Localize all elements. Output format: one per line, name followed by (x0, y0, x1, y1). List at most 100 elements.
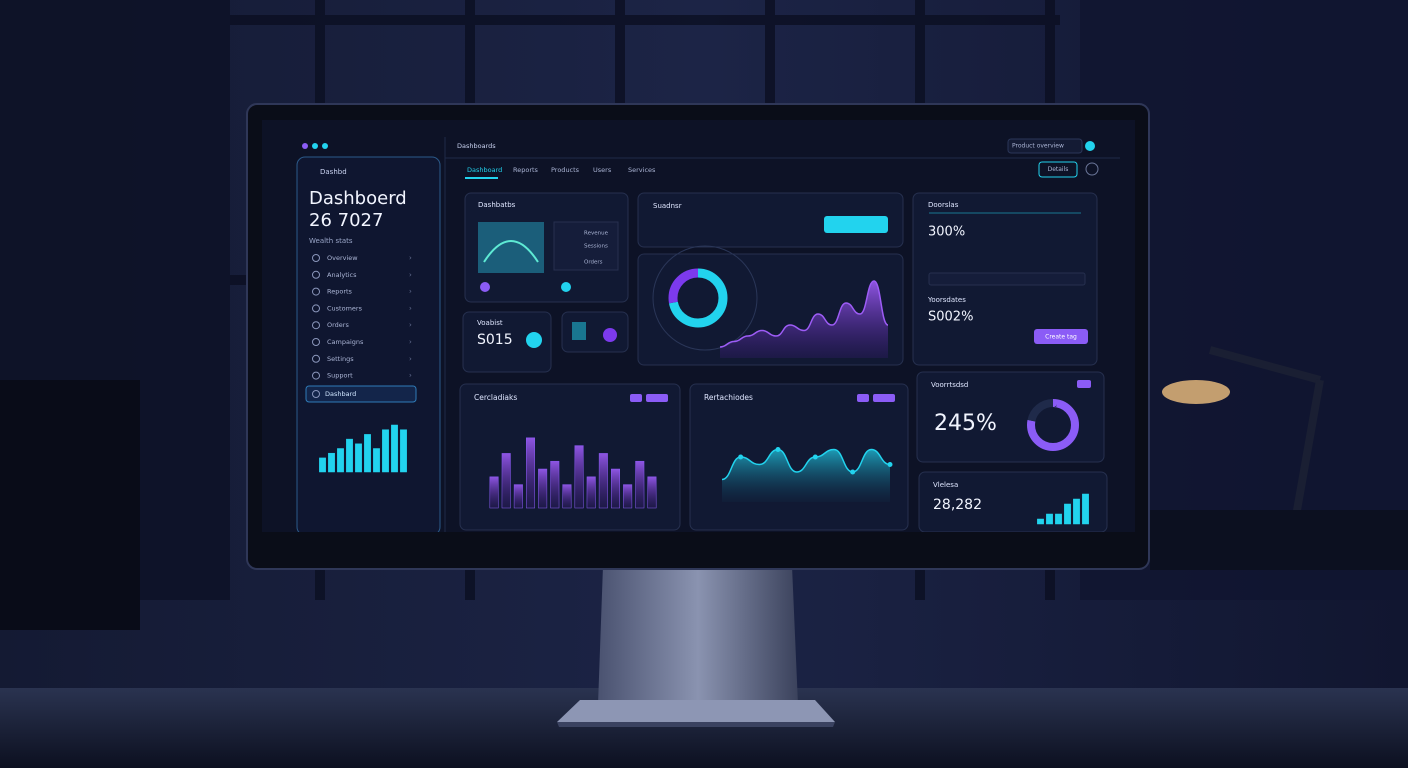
toggle[interactable] (630, 394, 642, 402)
menu-item[interactable]: Reports (327, 288, 353, 296)
donut-segment (1027, 399, 1079, 451)
bar (562, 484, 572, 509)
details-button[interactable] (1038, 161, 1078, 178)
menu-item[interactable]: Customers (327, 304, 363, 312)
bar (1082, 493, 1089, 525)
monitor-stand (598, 566, 798, 705)
kpi: 300% (928, 225, 965, 240)
bar (328, 452, 335, 473)
bar (623, 484, 633, 509)
nav-tab[interactable]: Services (628, 166, 656, 174)
panel (462, 311, 552, 373)
bar (574, 445, 584, 509)
panel-title: Yoorsdates (927, 296, 966, 304)
menu-chevron: › (409, 304, 412, 312)
bar (635, 460, 645, 509)
menu-item[interactable]: Support (327, 372, 353, 380)
panel (916, 371, 1105, 463)
panel (464, 192, 629, 303)
menu-chevron: › (409, 372, 412, 380)
menu-item[interactable]: Analytics (327, 271, 357, 279)
status-dot (526, 332, 542, 348)
bar (346, 438, 353, 473)
cta-button[interactable] (824, 216, 888, 233)
tag-button[interactable] (1034, 329, 1088, 344)
menu-icon (312, 371, 320, 380)
brand: Dashbd (320, 168, 347, 176)
icon (572, 322, 586, 340)
panel-title: Vlelesa (933, 481, 958, 489)
menu-chevron: › (409, 254, 412, 262)
search-box[interactable] (1007, 138, 1083, 154)
bar (513, 484, 523, 509)
bar (538, 468, 548, 509)
button-label[interactable]: Create tag (1045, 334, 1077, 341)
shelf (1150, 510, 1408, 570)
bar (611, 468, 620, 509)
bar (319, 457, 326, 473)
kpi: 28,282 (933, 497, 982, 513)
menu-item[interactable]: Overview (327, 254, 358, 262)
nav-tab[interactable]: Users (593, 166, 612, 174)
toggle[interactable] (857, 394, 869, 402)
sidebar-active[interactable] (305, 385, 417, 403)
list-box (553, 221, 619, 271)
topbar-title: Dashboards (457, 142, 496, 150)
chair (0, 380, 140, 630)
point (887, 462, 893, 467)
image-art (483, 240, 539, 263)
menu-icon (312, 321, 320, 330)
bar (489, 476, 499, 509)
nav-tab[interactable]: Reports (513, 166, 539, 174)
menu-icon (312, 390, 320, 398)
panel-title: Dashbatbs (478, 201, 516, 209)
monitor-base-edge (557, 722, 835, 727)
panel-title: Doorslas (928, 201, 959, 209)
bar (391, 424, 398, 473)
menu-item[interactable]: Orders (327, 321, 349, 329)
menu-item[interactable]: Campaigns (327, 338, 364, 346)
avatar[interactable] (1085, 141, 1095, 151)
area-fill (720, 281, 888, 358)
image-thumbnail (478, 222, 544, 273)
details-label[interactable]: Details (1048, 166, 1069, 173)
donut-segment (668, 268, 728, 328)
area-line (719, 280, 889, 348)
bar (364, 434, 371, 473)
bar (1073, 498, 1080, 525)
toggle[interactable] (873, 394, 895, 402)
toggle[interactable] (1077, 380, 1091, 388)
panel (637, 192, 904, 248)
point (850, 469, 856, 475)
list-item: Sessions (584, 244, 608, 250)
menu-icon (312, 354, 320, 363)
list-item: Orders (584, 260, 603, 266)
menu-icon (312, 270, 320, 279)
bar (400, 429, 407, 473)
bar (501, 453, 511, 509)
menu-icon (312, 304, 320, 313)
bar (526, 437, 535, 509)
menu-chevron: › (409, 355, 412, 363)
toggle[interactable] (646, 394, 668, 402)
point (775, 447, 781, 452)
point (812, 454, 818, 460)
panel-title: Suadnsr (653, 202, 682, 210)
sidebar-subtitle: 26 7027 (309, 210, 383, 231)
menu-item-active[interactable]: Dashbard (325, 390, 356, 398)
dot (480, 282, 490, 292)
nav-tab[interactable]: Products (551, 166, 580, 174)
sidebar-caption: Wealth stats (309, 237, 353, 245)
menu-chevron: › (409, 321, 412, 329)
settings-icon[interactable] (1085, 162, 1099, 176)
panel-title: Rertachiodes (704, 393, 753, 402)
monitor-base (557, 700, 835, 722)
menu-item[interactable]: Settings (327, 355, 354, 363)
nav-tab[interactable]: Dashboard (467, 166, 502, 174)
kpi: S002% (928, 310, 973, 325)
monitor-chin (262, 532, 1135, 554)
menu-icon (312, 338, 320, 346)
info-bar (928, 272, 1086, 286)
